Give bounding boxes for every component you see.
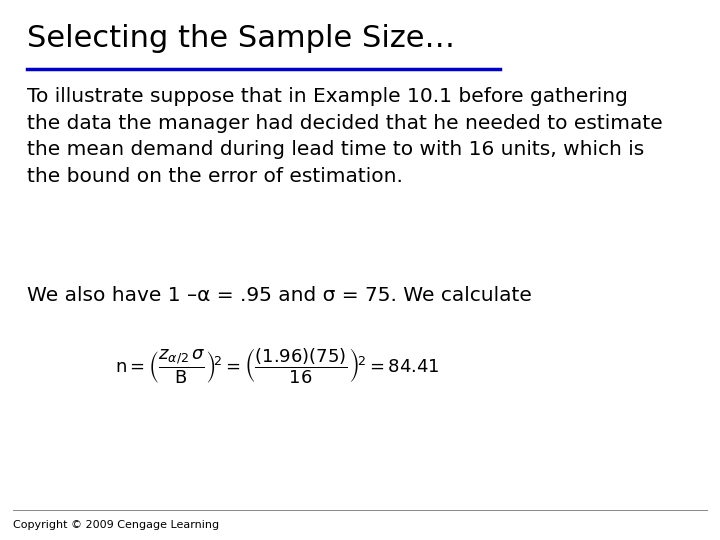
Text: $\mathrm{n} = \left(\dfrac{z_{\alpha/2}\,\sigma}{\mathrm{B}}\right)^{\!2}= \left: $\mathrm{n} = \left(\dfrac{z_{\alpha/2}\… [115,346,440,384]
Text: To illustrate suppose that in Example 10.1 before gathering
the data the manager: To illustrate suppose that in Example 10… [27,87,663,186]
Text: Selecting the Sample Size…: Selecting the Sample Size… [27,24,455,53]
Text: Copyright © 2009 Cengage Learning: Copyright © 2009 Cengage Learning [13,520,219,530]
Text: We also have 1 –α = .95 and σ = 75. We calculate: We also have 1 –α = .95 and σ = 75. We c… [27,286,532,305]
